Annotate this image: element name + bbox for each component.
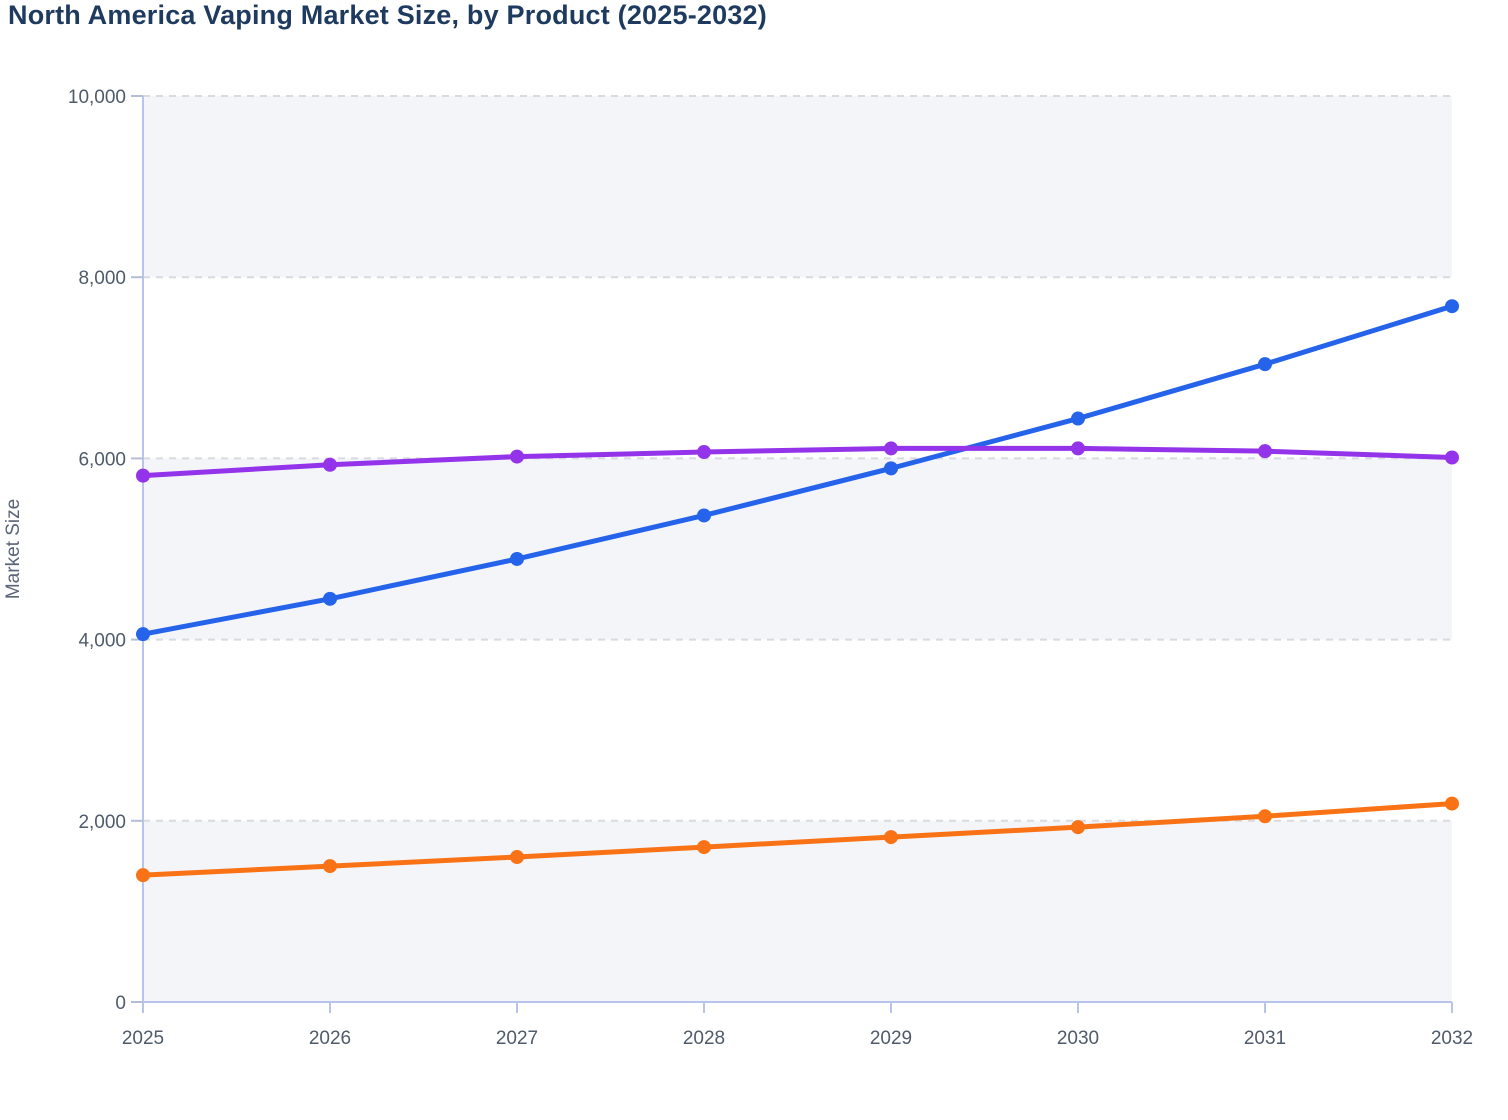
data-point-series-purple-2028[interactable] (697, 445, 711, 460)
chart-title: North America Vaping Market Size, by Pro… (8, 0, 767, 30)
data-point-series-purple-2029[interactable] (884, 441, 898, 456)
data-point-series-blue-2031[interactable] (1258, 357, 1272, 372)
data-point-series-blue-2026[interactable] (323, 591, 337, 606)
data-point-series-orange-2027[interactable] (510, 850, 524, 865)
x-tick-label: 2032 (1431, 1028, 1473, 1049)
line-series-blue (140, 303, 1455, 637)
x-tick-label: 2026 (309, 1028, 351, 1049)
data-point-series-purple-2025[interactable] (136, 468, 150, 483)
data-point-series-orange-2028[interactable] (697, 840, 711, 855)
data-point-series-blue-2030[interactable] (1071, 411, 1085, 426)
data-point-series-purple-2026[interactable] (323, 457, 337, 472)
y-tick-label: 8,000 (78, 268, 126, 289)
data-point-series-purple-2032[interactable] (1445, 450, 1459, 465)
data-point-series-orange-2029[interactable] (884, 830, 898, 845)
y-tick-label: 10,000 (68, 87, 126, 108)
data-point-series-orange-2031[interactable] (1258, 809, 1272, 824)
y-tick-label: 4,000 (78, 631, 126, 652)
x-tick-label: 2031 (1244, 1028, 1286, 1049)
data-point-series-orange-2032[interactable] (1445, 796, 1459, 811)
line-series-purple (140, 445, 1455, 479)
data-point-series-blue-2025[interactable] (136, 627, 150, 642)
y-tick-label: 6,000 (78, 449, 126, 470)
x-tick-label: 2028 (683, 1028, 725, 1049)
data-point-series-orange-2026[interactable] (323, 859, 337, 874)
x-tick-label: 2025 (122, 1028, 164, 1049)
data-point-series-blue-2027[interactable] (510, 551, 524, 566)
data-point-series-orange-2030[interactable] (1071, 820, 1085, 835)
y-tick-label: 2,000 (78, 812, 126, 833)
y-tick-label: 0 (115, 993, 126, 1014)
data-point-series-purple-2030[interactable] (1071, 441, 1085, 456)
x-tick-label: 2029 (870, 1028, 912, 1049)
data-point-series-purple-2027[interactable] (510, 449, 524, 464)
x-tick-label: 2030 (1057, 1028, 1099, 1049)
data-point-series-orange-2025[interactable] (136, 868, 150, 883)
data-point-series-blue-2029[interactable] (884, 461, 898, 476)
plot-row-band (143, 96, 1452, 278)
data-point-series-blue-2032[interactable] (1445, 299, 1459, 314)
data-point-series-purple-2031[interactable] (1258, 444, 1272, 459)
x-tick-label: 2027 (496, 1028, 538, 1049)
plot-row-band (143, 820, 1452, 1002)
plot-row-band (143, 458, 1452, 640)
line-series-orange (140, 801, 1455, 878)
data-point-series-blue-2028[interactable] (697, 508, 711, 523)
